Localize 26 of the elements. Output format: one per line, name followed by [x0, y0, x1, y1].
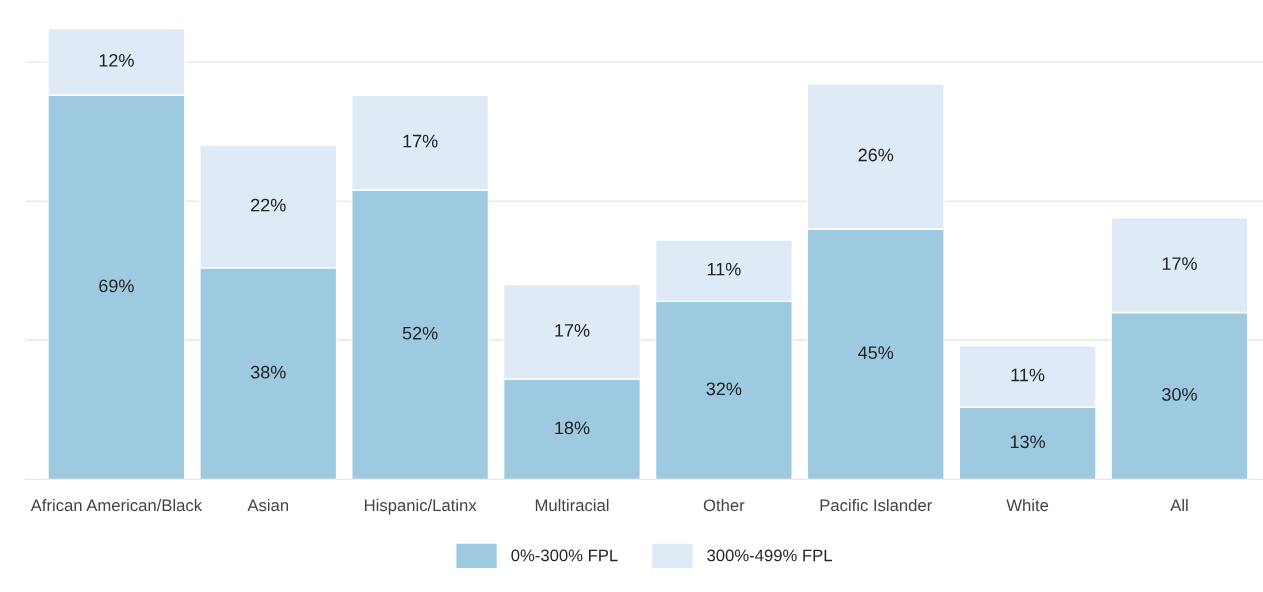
data-label: 12% — [99, 53, 134, 67]
x-tick-label: Multiracial — [535, 498, 609, 512]
x-tick-label: African American/Black — [30, 498, 203, 512]
legend-label: 300%-499% FPL — [707, 549, 832, 562]
data-label: 17% — [403, 134, 438, 148]
x-tick-label: White — [1006, 498, 1049, 512]
data-label: 17% — [1162, 257, 1197, 270]
data-label: 13% — [1010, 435, 1046, 449]
data-label: 11% — [707, 262, 741, 276]
data-label: 26% — [858, 148, 894, 162]
data-label: 17% — [555, 324, 590, 337]
x-tick-label: Asian — [247, 498, 289, 512]
data-label: 18% — [555, 421, 590, 435]
x-tick-label: Other — [703, 498, 745, 512]
x-tick-label: All — [1170, 498, 1188, 512]
data-label: 52% — [402, 326, 438, 340]
legend-label: 0%-300% FPL — [511, 549, 618, 562]
data-label: 45% — [858, 346, 894, 360]
x-tick-label: Pacific Islander — [820, 498, 932, 512]
data-label: 30% — [1162, 388, 1197, 401]
data-label: 38% — [250, 365, 286, 379]
data-label: 69% — [99, 279, 134, 293]
data-label: 11% — [1011, 368, 1045, 382]
data-label: 32% — [706, 382, 742, 396]
data-label: 22% — [251, 198, 286, 212]
x-tick-label: Hispanic/Latinx — [364, 498, 477, 515]
